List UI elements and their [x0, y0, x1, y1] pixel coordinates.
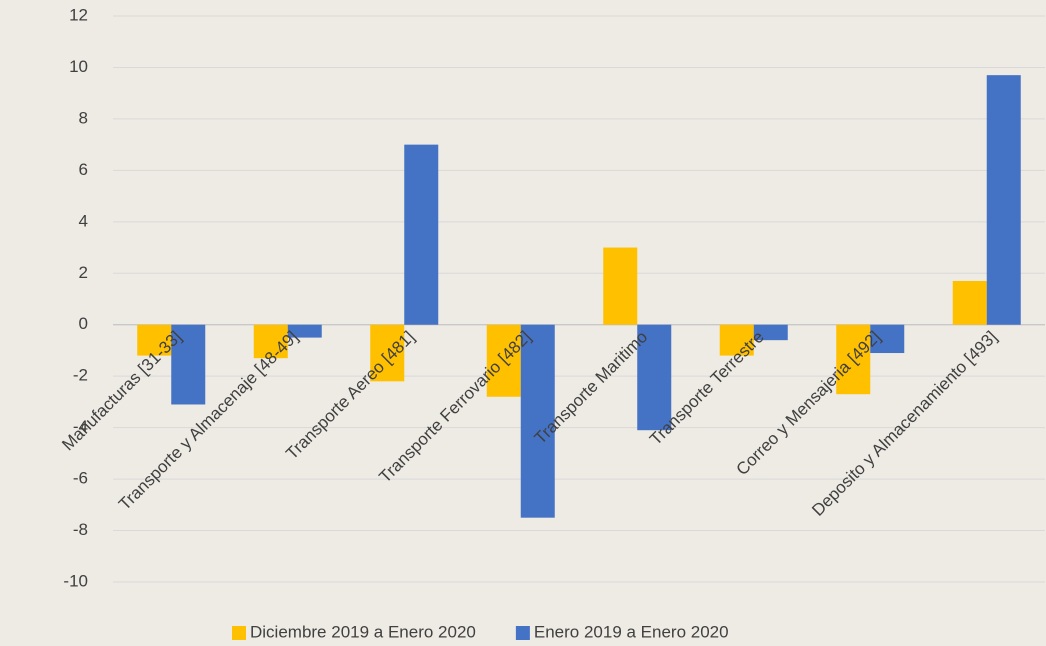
y-tick-label: -6	[73, 469, 88, 488]
legend-swatch	[515, 626, 530, 640]
bar	[287, 324, 322, 338]
bar	[253, 324, 288, 359]
y-tick-label: 12	[69, 5, 88, 24]
y-tick-label: 2	[79, 263, 88, 282]
bar	[870, 324, 905, 354]
bar	[603, 247, 638, 325]
legend-label: Enero 2019 a Enero 2020	[534, 622, 729, 641]
y-tick-label: -2	[73, 366, 88, 385]
bar	[486, 324, 521, 397]
bar	[836, 324, 871, 395]
bar	[137, 324, 172, 356]
bar	[520, 324, 555, 518]
y-tick-label: 4	[79, 211, 88, 230]
bar	[753, 324, 788, 341]
bar	[370, 324, 405, 382]
bar	[986, 75, 1021, 325]
y-tick-label: 0	[79, 314, 88, 333]
y-tick-label: -8	[73, 520, 88, 539]
bar	[171, 324, 206, 405]
y-tick-label: -4	[73, 417, 88, 436]
bar	[719, 324, 754, 356]
legend-swatch	[232, 626, 246, 640]
bar	[637, 324, 672, 431]
y-tick-label: 10	[69, 57, 88, 76]
y-tick-label: 6	[79, 160, 88, 179]
bar	[952, 280, 987, 325]
y-tick-label: 8	[79, 108, 88, 127]
y-tick-label: -10	[63, 571, 88, 590]
bar	[404, 144, 439, 325]
legend-label: Diciembre 2019 a Enero 2020	[250, 622, 476, 641]
